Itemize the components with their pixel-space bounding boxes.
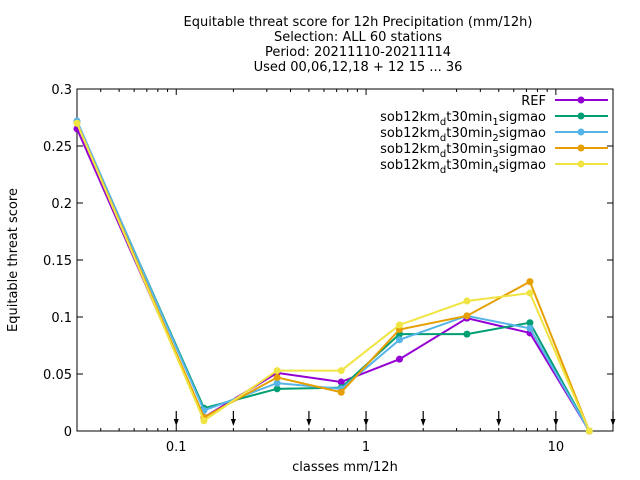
- x-axis: 0.1 1 10: [76, 89, 614, 455]
- series-lines: [73, 117, 593, 435]
- series-4-point: [585, 427, 593, 435]
- series-4-point: [200, 417, 208, 425]
- legend-label-1: sob12kmdt30min1sigmao: [380, 110, 546, 128]
- series-3-point: [337, 388, 345, 396]
- class-arrow-head: [306, 419, 312, 426]
- legend-label-4: sob12kmdt30min4sigmao: [380, 158, 546, 176]
- series-3-point: [463, 312, 471, 320]
- series-4-point: [526, 289, 534, 297]
- y-axis: 0 0.05 0.1 0.15 0.2 0.25 0.3: [43, 83, 613, 440]
- y-tick-label: 0.25: [43, 140, 72, 155]
- title-line-1: Equitable threat score for 12h Precipita…: [184, 15, 533, 30]
- series-2-point: [273, 379, 281, 387]
- series-4-point: [395, 321, 403, 329]
- x-tick-label: 0.1: [166, 440, 187, 455]
- series-1-point: [273, 385, 281, 393]
- series-3-point: [526, 278, 534, 286]
- legend-label-2: sob12kmdt30min2sigmao: [380, 126, 546, 144]
- series-1-point: [463, 330, 471, 338]
- series-line-0: [76, 128, 591, 432]
- x-axis-label: classes mm/12h: [292, 460, 398, 475]
- chart-title: Equitable threat score for 12h Precipita…: [184, 15, 533, 75]
- y-tick-label: 0.2: [51, 197, 72, 212]
- x-tick-label: 10: [548, 440, 565, 455]
- series-2-point: [395, 336, 403, 344]
- y-tick-label: 0.3: [51, 83, 72, 98]
- x-tick-label: 1: [362, 440, 370, 455]
- series-line-4: [76, 122, 591, 432]
- legend-label-3: sob12kmdt30min3sigmao: [380, 142, 546, 160]
- class-arrow-head: [230, 419, 236, 426]
- legend: REFsob12kmdt30min1sigmaosob12kmdt30min2s…: [380, 94, 608, 176]
- class-arrow-head: [173, 419, 179, 426]
- y-axis-label: Equitable threat score: [6, 188, 21, 332]
- class-markers: [173, 411, 616, 426]
- title-line-3: Period: 20211110-20211114: [265, 45, 451, 60]
- title-line-4: Used 00,06,12,18 + 12 15 ... 36: [254, 60, 463, 75]
- series-2-point: [526, 324, 534, 332]
- legend-marker-0: [577, 96, 585, 104]
- series-line-2: [76, 120, 591, 432]
- legend-label-0: REF: [521, 94, 546, 109]
- series-3-point: [273, 373, 281, 381]
- legend-marker-4: [577, 160, 585, 168]
- series-1-point: [526, 319, 534, 327]
- legend-marker-1: [577, 112, 585, 120]
- y-tick-label: 0.1: [51, 311, 72, 326]
- class-arrow-head: [496, 419, 502, 426]
- series-0-point: [337, 378, 345, 386]
- series-4-point: [273, 367, 281, 375]
- title-line-2: Selection: ALL 60 stations: [274, 30, 442, 45]
- legend-marker-2: [577, 128, 585, 136]
- class-arrow-head: [553, 419, 559, 426]
- series-line-3: [76, 122, 591, 432]
- class-arrow-head: [610, 419, 616, 426]
- y-tick-label: 0.15: [43, 254, 72, 269]
- series-0-point: [395, 355, 403, 363]
- legend-marker-3: [577, 144, 585, 152]
- y-tick-label: 0: [64, 425, 72, 440]
- series-4-point: [337, 367, 345, 375]
- y-tick-label: 0.05: [43, 368, 72, 383]
- series-4-point: [463, 297, 471, 305]
- class-arrow-head: [420, 419, 426, 426]
- class-arrow-head: [363, 419, 369, 426]
- series-4-point: [73, 119, 81, 127]
